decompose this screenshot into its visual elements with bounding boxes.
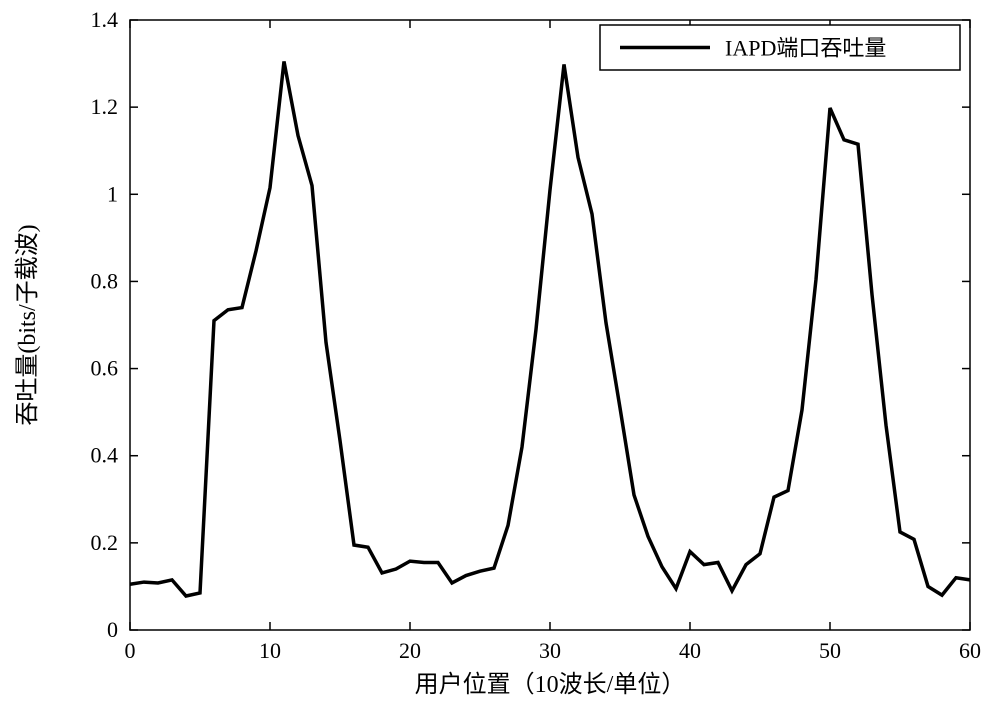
x-tick-label: 0 bbox=[125, 638, 136, 663]
chart-svg: 0 10 20 30 40 50 60 0 0.2 0.4 0.6 0.8 1 1.2 1.4 用户位置（10… bbox=[0, 0, 1000, 715]
x-tick-label: 60 bbox=[959, 638, 981, 663]
y-tick-label: 0.4 bbox=[91, 443, 119, 468]
x-tick-label: 40 bbox=[679, 638, 701, 663]
y-tick-label: 0.6 bbox=[91, 356, 119, 381]
line-chart: 0 10 20 30 40 50 60 0 0.2 0.4 0.6 0.8 1 1.2 1.4 用户位置（10… bbox=[0, 0, 1000, 715]
x-tick-label: 50 bbox=[819, 638, 841, 663]
y-tick-label: 0.8 bbox=[91, 268, 119, 293]
x-axis-label: 用户位置（10波长/单位） bbox=[415, 671, 686, 698]
y-axis-label: 吞吐量(bits/子载波) bbox=[14, 224, 41, 425]
plot-border bbox=[130, 20, 970, 630]
y-tick-label: 0 bbox=[107, 617, 118, 642]
throughput-line bbox=[130, 61, 970, 596]
x-tick-label: 10 bbox=[259, 638, 281, 663]
y-tick-label: 1 bbox=[107, 181, 118, 206]
x-tick-label: 30 bbox=[539, 638, 561, 663]
y-tick-label: 0.2 bbox=[91, 530, 119, 555]
y-tick-label: 1.4 bbox=[91, 7, 119, 32]
legend-label: IAPD端口吞吐量 bbox=[725, 36, 886, 61]
y-tick-label: 1.2 bbox=[91, 94, 119, 119]
x-tick-label: 20 bbox=[399, 638, 421, 663]
